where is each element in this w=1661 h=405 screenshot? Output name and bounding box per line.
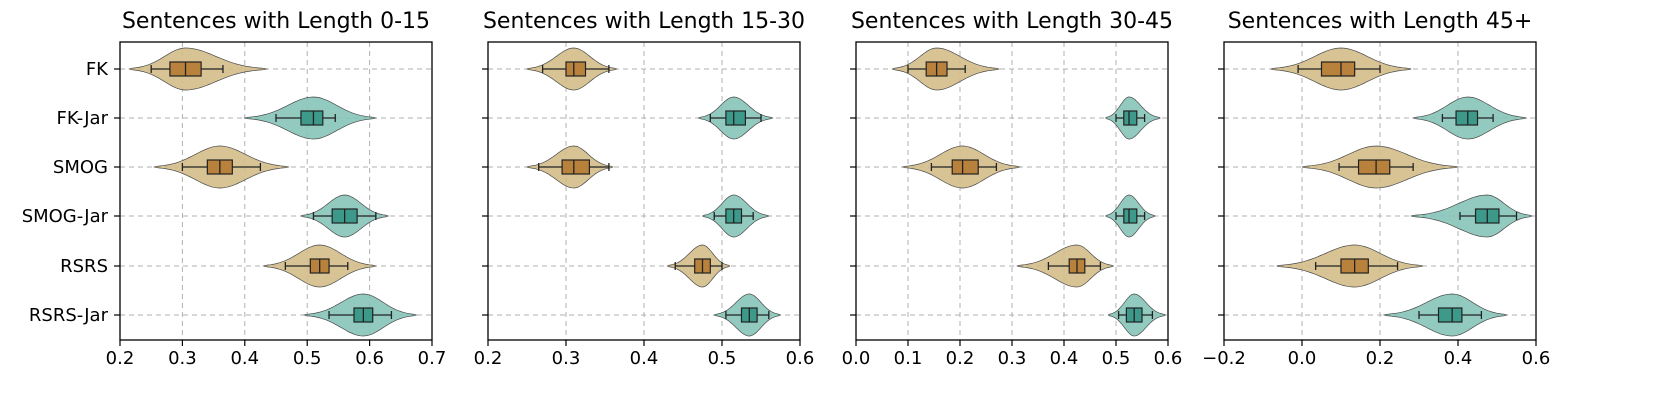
panel-title: Sentences with Length 0-15: [122, 9, 430, 34]
violin-fk-jar: [699, 97, 773, 139]
iqr-box: [1359, 160, 1390, 174]
violin-rsrs-jar: [1108, 294, 1165, 336]
iqr-box: [726, 111, 746, 125]
x-tick-label: 0.7: [418, 348, 447, 369]
violin-rsrs: [264, 245, 376, 287]
violin-smog: [527, 146, 613, 188]
violin-rsrs-jar: [1384, 294, 1507, 336]
violin-smog-jar: [301, 195, 388, 237]
violin-rsrs-jar: [304, 294, 416, 336]
panel-title: Sentences with Length 15-30: [483, 9, 805, 34]
panel-2: Sentences with Length 15-30 0.2 0.3 0.4 0.5 0…: [474, 9, 815, 369]
violin-rsrs-jar: [714, 294, 780, 336]
x-tick-label: 0.4: [1050, 348, 1079, 369]
violin-fk: [129, 48, 266, 90]
x-tick-label: 0.3: [998, 348, 1027, 369]
panel-title: Sentences with Length 45+: [1228, 9, 1533, 34]
iqr-box: [1124, 111, 1137, 125]
iqr-box: [301, 111, 323, 125]
panel-1: Sentences with Length 0-15 0.2 0.3 0.4 0.5 0.…: [22, 9, 447, 369]
x-tick-label: 0.2: [946, 348, 975, 369]
iqr-box: [1322, 62, 1355, 76]
x-tick-label: 0.6: [1522, 348, 1551, 369]
violin-smog-jar: [1411, 195, 1532, 237]
iqr-box: [1124, 209, 1137, 223]
violin-fk-jar: [1106, 97, 1161, 139]
x-tick-label: 0.5: [708, 348, 737, 369]
y-category-label: SMOG-Jar: [22, 206, 109, 227]
panel-3: Sentences with Length 30-45 0.0 0.1 0.2 0.3 0…: [842, 9, 1183, 369]
violin-smog: [1302, 146, 1458, 188]
y-category-label: RSRS: [60, 256, 108, 277]
violin-fk-jar: [1413, 97, 1526, 139]
panel-title: Sentences with Length 30-45: [851, 9, 1173, 34]
x-tick-label: 0.2: [1366, 348, 1395, 369]
violin-fk: [1271, 48, 1411, 90]
iqr-box: [566, 62, 586, 76]
axes-frame: [120, 42, 432, 340]
y-category-label: RSRS-Jar: [29, 305, 109, 326]
x-tick-label: 0.2: [106, 348, 135, 369]
y-category-label: SMOG: [53, 157, 108, 178]
iqr-box: [1439, 308, 1462, 322]
violin-smog: [154, 146, 288, 188]
violin-rsrs: [1277, 245, 1423, 287]
x-tick-label: 0.6: [786, 348, 815, 369]
violin-smog: [903, 146, 1020, 188]
iqr-box: [952, 160, 978, 174]
x-tick-label: 0.6: [355, 348, 384, 369]
x-tick-label: 0.4: [1444, 348, 1473, 369]
iqr-box: [1456, 111, 1477, 125]
violin-fk-jar: [245, 97, 376, 139]
x-tick-label: 0.4: [630, 348, 659, 369]
y-category-label: FK: [86, 59, 109, 80]
x-tick-label: 0.5: [293, 348, 322, 369]
x-tick-label: 0.3: [168, 348, 197, 369]
violin-smog-jar: [703, 195, 769, 237]
y-category-label: FK-Jar: [56, 108, 108, 129]
x-tick-label: 0.1: [894, 348, 923, 369]
x-tick-label: −0.2: [1202, 348, 1246, 369]
x-tick-label: 0.0: [842, 348, 871, 369]
x-tick-label: 0.5: [1102, 348, 1131, 369]
panel-4: Sentences with Length 45+ −0.2 0.0 0.2 0.4 0.…: [1202, 9, 1550, 369]
violin-rsrs: [1017, 245, 1113, 287]
x-tick-label: 0.0: [1288, 348, 1317, 369]
x-tick-label: 0.6: [1154, 348, 1183, 369]
x-tick-label: 0.4: [230, 348, 259, 369]
violin-fk: [527, 48, 617, 90]
x-tick-label: 0.3: [552, 348, 581, 369]
x-tick-label: 0.2: [474, 348, 503, 369]
violin-smog-jar: [1106, 195, 1155, 237]
iqr-box: [562, 160, 589, 174]
violin-rsrs: [667, 245, 729, 287]
